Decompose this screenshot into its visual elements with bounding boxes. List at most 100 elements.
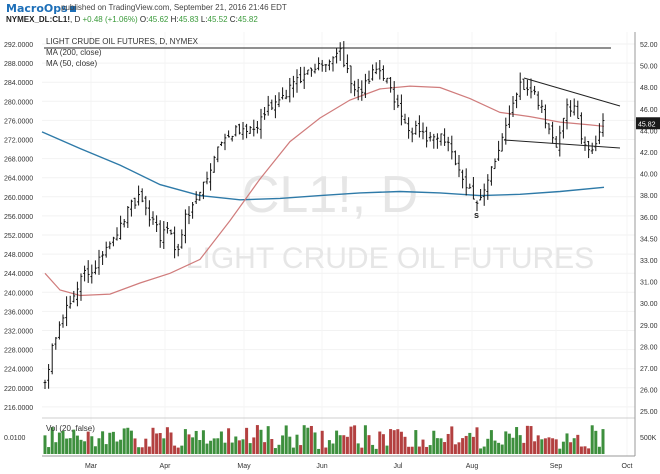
volume-bar-down — [389, 429, 393, 454]
low-label: L: — [200, 15, 208, 24]
volume-bar-up — [414, 430, 418, 454]
legend-ma50[interactable]: MA (50, close) — [46, 59, 98, 68]
volume-bar-up — [335, 430, 339, 454]
left-tick-label: 228.0000 — [4, 348, 33, 355]
volume-bar-down — [554, 439, 558, 454]
right-tick-label: 34.50 — [640, 236, 658, 243]
interval: D — [74, 15, 81, 24]
symbol[interactable]: NYMEX_DL:CL1! — [6, 15, 71, 24]
volume-bar-down — [133, 438, 137, 454]
volume-bar-up — [57, 432, 61, 454]
left-tick-label: 260.0000 — [4, 195, 33, 202]
legend-ma200[interactable]: MA (200, close) — [46, 48, 102, 57]
volume-bar-up — [93, 446, 97, 454]
volume-bar-down — [533, 441, 537, 454]
left-tick-label: 272.0000 — [4, 138, 33, 145]
right-tick-label: 33.00 — [640, 258, 658, 265]
volume-legend[interactable]: Vol (20, false) — [46, 424, 95, 433]
ma50-line — [44, 85, 605, 297]
volume-bar-down — [525, 425, 529, 454]
x-tick-label: Jul — [394, 463, 403, 470]
volume-bar-up — [209, 440, 213, 454]
quote-line: NYMEX_DL:CL1!, D +0.48 (+1.06%) O:45.62 … — [6, 15, 258, 24]
volume-bar-up — [79, 439, 83, 454]
last-price-tag: 45.82 — [636, 117, 660, 130]
volume-bar-up — [327, 440, 331, 454]
volume-bar-down — [547, 437, 551, 454]
right-tick-label: 29.00 — [640, 323, 658, 330]
volume-bar-up — [288, 436, 292, 454]
trendlines[interactable] — [44, 47, 621, 149]
volume-bar-up — [601, 429, 605, 454]
volume-bar-up — [47, 447, 51, 454]
watermark-name: LIGHT CRUDE OIL FUTURES — [186, 242, 594, 275]
left-tick-label: 288.0000 — [4, 61, 33, 68]
right-tick-label: 46.00 — [640, 107, 658, 114]
volume-bar-down — [425, 446, 429, 454]
chart-header: MacroOps published on TradingView.com, S… — [0, 0, 660, 28]
ma200-line — [41, 131, 605, 201]
left-tick-label: 292.0000 — [4, 42, 33, 49]
right-tick-label: 26.00 — [640, 388, 658, 395]
left-tick-label: 264.0000 — [4, 176, 33, 183]
volume-bar-down — [583, 446, 587, 454]
volume-bar-down — [360, 447, 364, 454]
volume-bar-up — [518, 435, 522, 454]
volume-bar-down — [392, 430, 396, 454]
left-tick-label: 268.0000 — [4, 157, 33, 164]
volume-bar-down — [443, 442, 447, 454]
volume-bar-up — [61, 430, 65, 454]
close-label: C: — [229, 15, 238, 24]
right-tick-label: 36.00 — [640, 215, 658, 222]
volume-bar-up — [313, 432, 317, 454]
x-tick-label: Sep — [550, 463, 563, 470]
right-tick-label: 31.00 — [640, 280, 658, 287]
volume-bar-down — [151, 427, 155, 454]
volume-axis: 0.0100 500K — [4, 435, 657, 442]
volume-bar-up — [259, 429, 263, 454]
volume-bar-down — [263, 442, 267, 454]
volume-bar-up — [266, 426, 270, 454]
volume-bar-down — [579, 446, 583, 454]
volume-bar-up — [50, 427, 54, 454]
volume-bar-down — [237, 440, 241, 454]
volume-bar-up — [230, 442, 234, 454]
volume-bar-down — [155, 433, 159, 454]
right-tick-label: 52.00 — [640, 42, 658, 49]
volume-bar-up — [295, 434, 299, 454]
volume-bar-down — [227, 428, 231, 454]
volume-bar-up — [111, 431, 115, 454]
volume-bar-down — [543, 438, 547, 454]
volume-bar-up — [284, 425, 288, 454]
volume-bar-down — [187, 434, 191, 454]
volume-bar-up — [558, 448, 562, 454]
macroops-logo[interactable]: MacroOps — [6, 2, 76, 15]
volume-bar-up — [183, 429, 187, 454]
volume-bar-down — [396, 429, 400, 454]
left-tick-label: 248.0000 — [4, 252, 33, 259]
volume-bar-up — [590, 425, 594, 454]
volume-bar-up — [511, 437, 515, 454]
left-tick-label: 236.0000 — [4, 309, 33, 316]
volume-bar-up — [216, 438, 220, 454]
left-tick-label: 256.0000 — [4, 214, 33, 221]
volume-bar-up — [291, 447, 295, 454]
volume-bar-up — [428, 445, 432, 454]
volume-bar-up — [277, 444, 281, 454]
volume-bar-down — [399, 431, 403, 454]
volume-bar-down — [378, 431, 382, 454]
open-label: O: — [139, 15, 149, 24]
gridlines — [42, 32, 635, 456]
volume-bar-up — [540, 439, 544, 454]
volume-bar-up — [162, 438, 166, 454]
volume-bar-up — [75, 435, 79, 454]
volume-bar-down — [342, 435, 346, 454]
right-tick-label: 30.00 — [640, 301, 658, 308]
volume-bar-down — [446, 433, 450, 454]
plot-area[interactable] — [42, 32, 635, 412]
candles[interactable] — [43, 41, 605, 390]
volume-bar-down — [453, 444, 457, 454]
volume-bar-up — [65, 438, 69, 454]
volume-bar-up — [356, 443, 360, 454]
